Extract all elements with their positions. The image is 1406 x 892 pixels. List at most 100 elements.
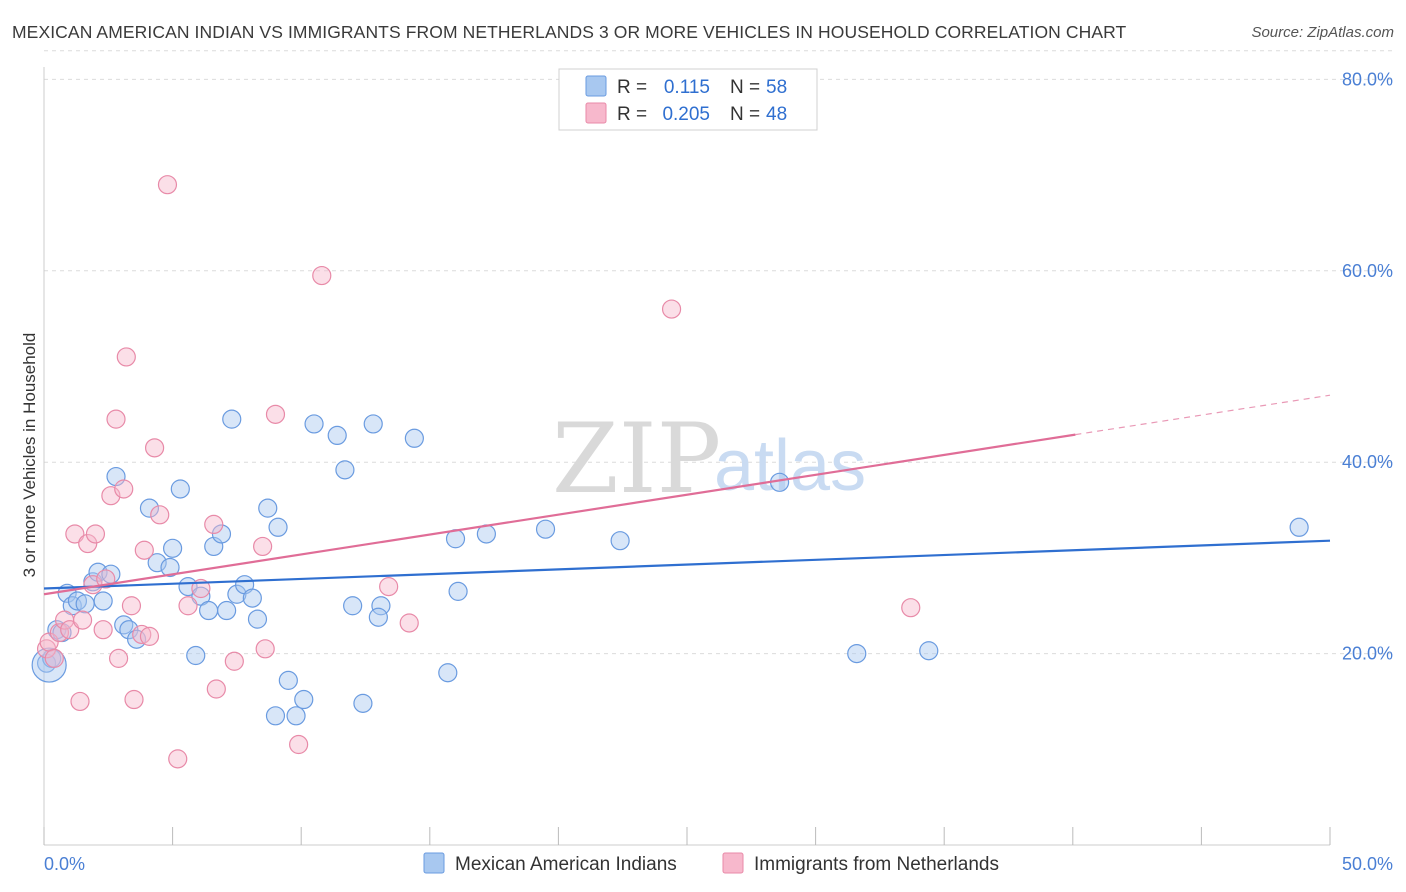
trend-lines (43, 394, 1331, 596)
point-s1-25 (150, 505, 170, 525)
y-tick-label-1: 40.0% (1342, 452, 1393, 472)
point-s0-18 (160, 557, 180, 578)
point-s0-16 (139, 498, 160, 518)
point-s1-26 (157, 175, 178, 195)
point-s1-27 (168, 749, 188, 769)
point-s0-24 (199, 600, 219, 621)
x-tick-label-max: 50.0% (1342, 854, 1393, 874)
point-s0-26 (211, 524, 232, 544)
bottom-legend-label-blue: Mexican American Indians (455, 854, 677, 875)
legend-r-value-2: 0.205 (662, 104, 710, 125)
point-s0-29 (227, 584, 247, 604)
point-s0-45 (371, 596, 391, 616)
point-s0-19 (163, 538, 183, 558)
point-s1-37 (312, 265, 332, 286)
trend-line-1-extension (1075, 394, 1331, 436)
point-s1-21 (132, 624, 152, 645)
source-label: Source: ZipAtlas.com (1251, 24, 1394, 41)
legend-swatch-blue (585, 75, 607, 97)
point-s0-52 (535, 519, 556, 539)
point-s1-31 (206, 679, 226, 699)
point-s1-18 (116, 347, 136, 367)
point-s0-37 (286, 706, 306, 726)
point-s0-10 (93, 591, 113, 611)
point-s0-39 (304, 414, 324, 434)
point-s1-38 (379, 577, 399, 597)
y-tick-label-2: 60.0% (1342, 261, 1393, 281)
y-tick-label-0: 20.0% (1342, 644, 1393, 664)
trend-line-0 (43, 539, 1331, 590)
point-s1-7 (70, 691, 90, 712)
point-s1-30 (204, 514, 224, 535)
point-s1-22 (134, 540, 154, 560)
point-s1-12 (93, 620, 113, 640)
point-s0-7 (75, 594, 95, 614)
point-s1-9 (78, 533, 98, 554)
point-s1-8 (72, 610, 93, 630)
point-s0-46 (368, 607, 388, 627)
point-s0-6 (67, 591, 88, 611)
y-axis-label: 3 or more Vehicles in Household (20, 333, 39, 578)
point-s1-28 (178, 596, 198, 616)
legend-n-value-2: 48 (766, 104, 787, 125)
point-s1-2 (44, 648, 64, 668)
point-s1-19 (121, 596, 142, 616)
chart-title: MEXICAN AMERICAN INDIAN VS IMMIGRANTS FR… (12, 22, 1127, 42)
point-s0-41 (335, 460, 355, 480)
point-s0-34 (268, 517, 288, 537)
legend-n-label-1: N = (730, 77, 760, 98)
point-s1-35 (265, 404, 286, 424)
point-s0-27 (217, 600, 237, 621)
point-s1-15 (106, 409, 126, 429)
point-s1-41 (901, 598, 921, 618)
legend-r-label-2: R = (617, 104, 647, 125)
y-tick-labels: 20.0% 40.0% 60.0% 80.0% (1342, 69, 1393, 663)
x-tick-label-min: 0.0% (44, 854, 85, 874)
point-s0-14 (119, 620, 139, 640)
point-s0-36 (265, 706, 286, 726)
point-s1-24 (144, 438, 165, 458)
point-s1-39 (399, 613, 419, 633)
point-s1-40 (661, 299, 682, 319)
point-s0-56 (919, 641, 939, 661)
point-s1-34 (255, 639, 275, 659)
point-s1-16 (108, 648, 129, 668)
legend-box: R = 0.115 N = 58 R = 0.205 N = 48 (558, 68, 818, 131)
point-s0-48 (438, 663, 458, 683)
legend-r-value-1: 0.115 (664, 77, 710, 98)
point-s0-40 (327, 425, 347, 446)
point-s0-28 (222, 409, 242, 429)
bottom-legend-label-pink: Immigrants from Netherlands (754, 854, 999, 875)
point-s0-55 (847, 643, 867, 664)
data-points (31, 175, 1309, 769)
bottom-legend-swatch-pink (722, 852, 744, 874)
point-s0-57 (1289, 517, 1309, 537)
point-s0-53 (610, 531, 630, 551)
point-s0-49 (448, 581, 468, 601)
bottom-legend-swatch-blue (423, 852, 445, 874)
point-s1-6 (65, 524, 85, 544)
point-s1-29 (191, 578, 211, 599)
point-s1-17 (114, 479, 134, 499)
point-s0-20 (170, 479, 190, 499)
y-tick-label-3: 80.0% (1342, 69, 1393, 89)
point-s0-33 (258, 498, 278, 518)
legend-swatch-pink (585, 102, 607, 124)
legend-n-label-2: N = (730, 104, 760, 125)
axes (43, 67, 1331, 846)
point-s1-11 (85, 524, 106, 544)
bottom-legend: Mexican American Indians Immigrants from… (423, 852, 999, 875)
point-s0-35 (278, 670, 298, 690)
legend-n-value-1: 58 (766, 77, 787, 98)
point-s0-22 (186, 645, 206, 666)
trend-line-1 (43, 433, 1076, 596)
legend-r-label-1: R = (617, 77, 647, 98)
watermark-zip: ZIP (552, 403, 721, 515)
point-s1-20 (124, 689, 144, 710)
point-s0-38 (294, 689, 314, 710)
watermark-atlas: atlas (714, 426, 866, 506)
point-s1-5 (60, 620, 80, 640)
point-s0-47 (404, 428, 424, 448)
point-s1-32 (224, 651, 244, 671)
